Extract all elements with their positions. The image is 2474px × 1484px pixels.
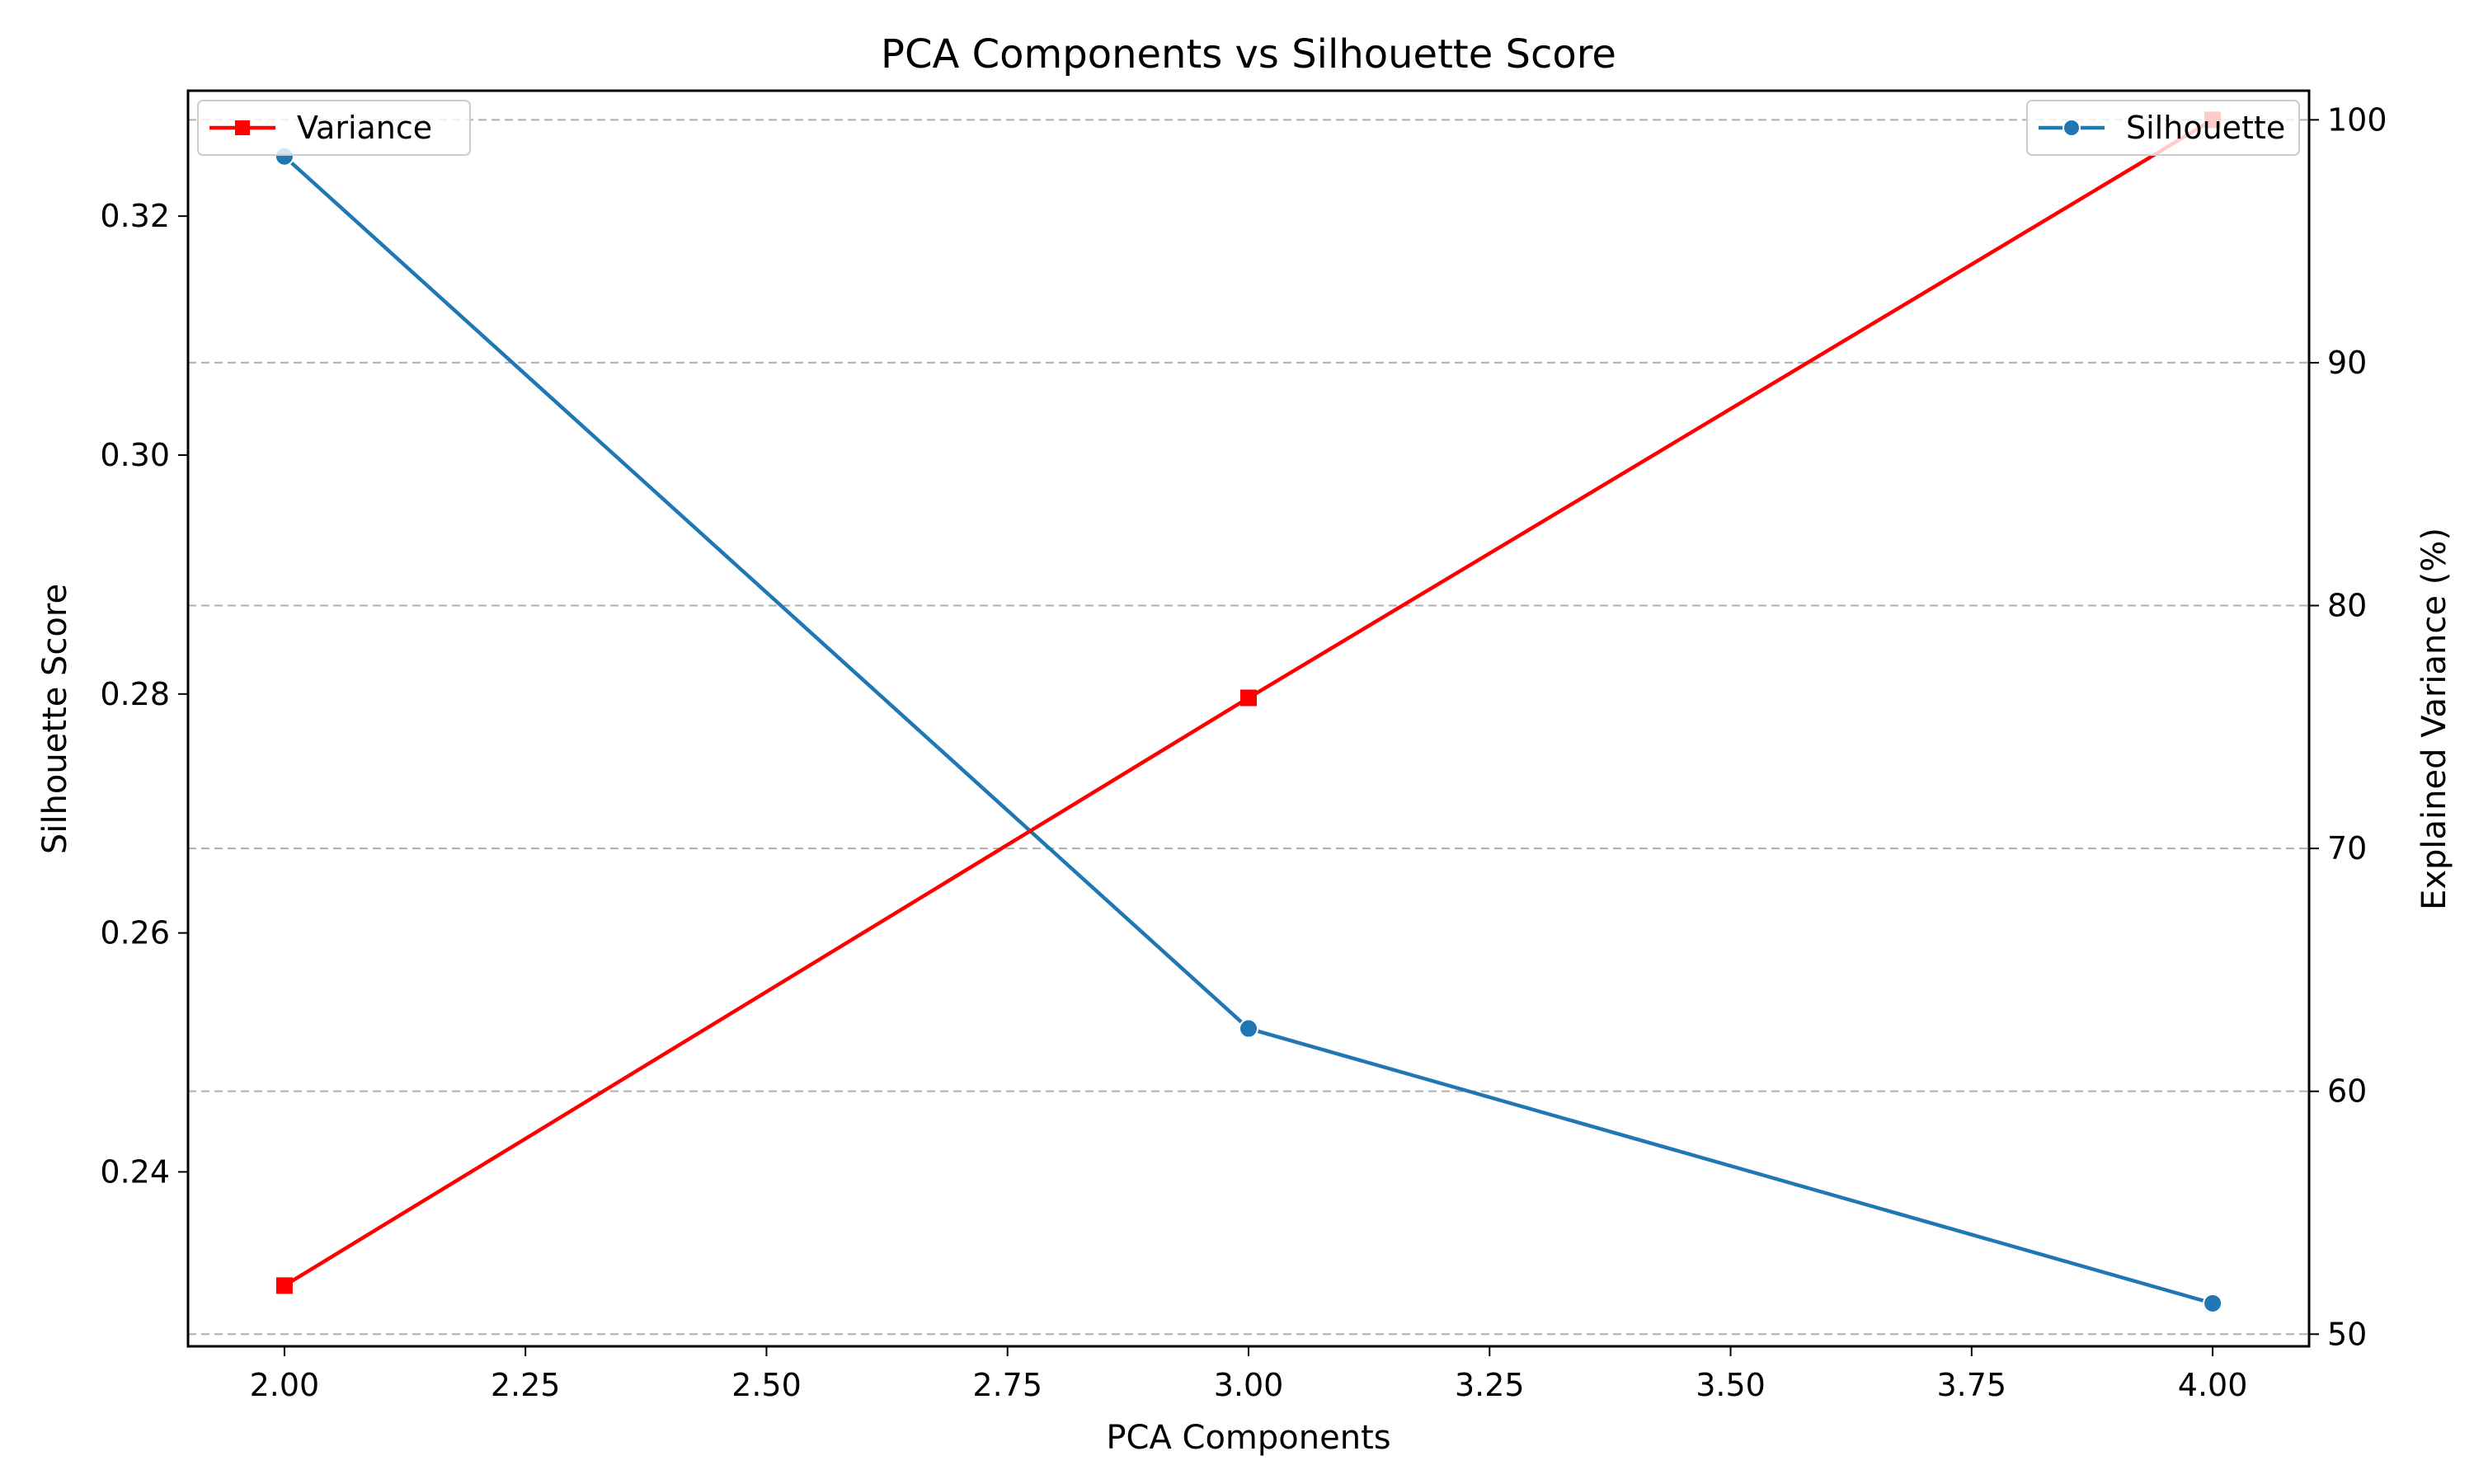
x-axis-label: PCA Components — [1106, 1419, 1390, 1457]
x-tick-label: 2.50 — [731, 1367, 802, 1403]
x-tick-label: 3.00 — [1214, 1367, 1284, 1403]
y-tick-label-left: 0.32 — [100, 198, 170, 234]
y-tick-label-left: 0.24 — [100, 1153, 170, 1190]
axes-layer: 2.00 2.25 2.50 2.75 3.00 3.25 3.50 3.75 4.00 0.24… — [100, 101, 2387, 1403]
chart-title: PCA Components vs Silhouette Score — [881, 31, 1616, 77]
legend-layer: Silhouette Variance — [197, 100, 2300, 156]
silhouette-point — [2203, 1293, 2223, 1313]
silhouette-legend-box — [2026, 100, 2300, 156]
variance-legend-label: Variance — [297, 110, 432, 146]
y-tick-label-right: 60 — [2327, 1073, 2367, 1110]
y-tick-label-left: 0.26 — [100, 915, 170, 951]
silhouette-legend: Silhouette — [2026, 100, 2300, 156]
y-tick-label-right: 70 — [2327, 830, 2367, 866]
y-tick-label-right: 50 — [2327, 1316, 2367, 1352]
x-tick-label: 4.00 — [2178, 1367, 2248, 1403]
x-tick-label: 3.25 — [1455, 1367, 1525, 1403]
x-tick-label: 2.00 — [250, 1367, 320, 1403]
silhouette-legend-label: Silhouette — [2126, 110, 2285, 146]
y-axis-label-right: Explained Variance (%) — [2415, 528, 2453, 910]
x-tick-label: 3.75 — [1937, 1367, 2007, 1403]
variance-legend-marker — [235, 120, 250, 135]
y-axis-label-left: Silhouette Score — [36, 584, 74, 854]
y-tick-label-right: 80 — [2327, 588, 2367, 624]
silhouette-point — [1239, 1018, 1258, 1039]
x-tick-label: 2.75 — [972, 1367, 1042, 1403]
x-tick-label: 3.50 — [1696, 1367, 1766, 1403]
variance-legend: Variance — [197, 100, 471, 156]
silhouette-legend-marker — [2062, 119, 2081, 137]
grid-layer — [188, 119, 2309, 1336]
y-tick-label-left: 0.30 — [100, 437, 170, 473]
variance-point — [275, 1277, 293, 1294]
y-tick-label-right: 100 — [2327, 101, 2387, 138]
y-tick-label-left: 0.28 — [100, 676, 170, 712]
variance-point — [1240, 689, 1257, 707]
y-tick-label-right: 90 — [2327, 345, 2367, 381]
x-tick-label: 2.25 — [491, 1367, 561, 1403]
variance-legend-box — [197, 100, 471, 156]
